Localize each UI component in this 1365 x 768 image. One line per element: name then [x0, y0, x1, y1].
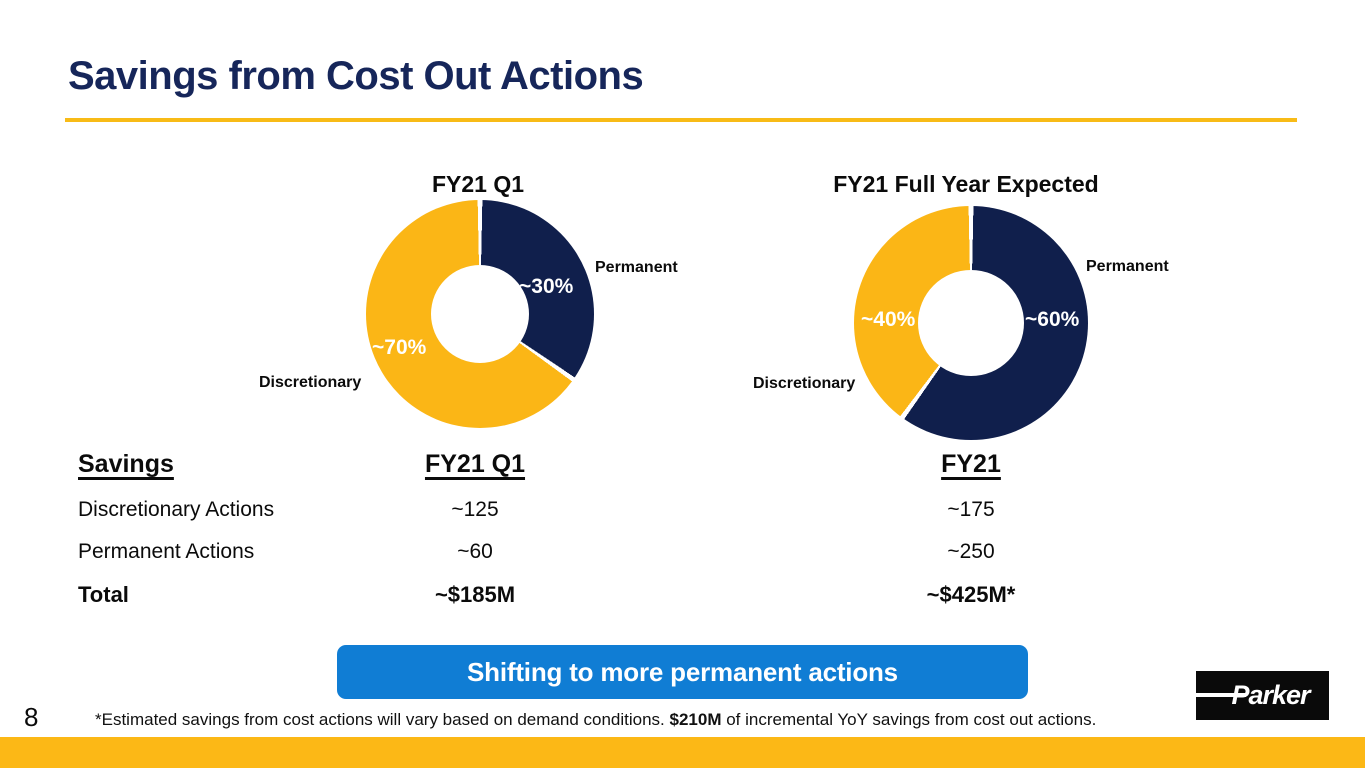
table-row-total-label: Total [78, 582, 129, 607]
footnote-prefix: *Estimated savings from cost actions wil… [95, 710, 670, 729]
slice-value-discretionary-q1: ~70% [372, 336, 427, 359]
donut-hole [431, 265, 529, 363]
banner-text: Shifting to more permanent actions [467, 656, 898, 687]
slice-label-permanent-q1: Permanent [595, 259, 678, 276]
donut-chart-fy21-full-year [854, 206, 1088, 440]
table-row-fy-value: ~175 [947, 498, 995, 521]
table-row-label: Permanent Actions [78, 540, 255, 563]
slice-value-permanent-fy: ~60% [1025, 308, 1080, 331]
chart-title-fy21-q1: FY21 Q1 [431, 171, 525, 197]
slide-title: Savings from Cost Out Actions [68, 54, 644, 98]
title-divider-rule [65, 118, 1297, 122]
slice-value-discretionary-fy: ~40% [861, 308, 916, 331]
slice-value-permanent-q1: ~30% [519, 275, 574, 298]
footnote: *Estimated savings from cost actions wil… [95, 710, 1096, 730]
parker-logo-line [1196, 693, 1246, 697]
table-header-fy21-q1: FY21 Q1 [424, 450, 526, 478]
table-header-fy21: FY21 [941, 450, 1001, 478]
table-row-fy-value: ~250 [947, 540, 995, 563]
table-header-savings: Savings [78, 450, 174, 478]
page-number: 8 [24, 702, 39, 732]
slice-label-permanent-fy: Permanent [1086, 258, 1169, 275]
donut-chart-fy21-q1 [366, 200, 594, 428]
parker-logo: Parker [1196, 671, 1329, 720]
chart-title-fy21-full-year: FY21 Full Year Expected [833, 171, 1099, 197]
slice-label-discretionary-fy: Discretionary [753, 375, 856, 392]
table-row-q1-value: ~125 [451, 498, 499, 521]
footnote-suffix: of incremental YoY savings from cost out… [721, 710, 1097, 729]
table-row-total-fy-value: ~$425M* [926, 582, 1016, 607]
table-row-q1-value: ~60 [457, 540, 493, 563]
table-row-label: Discretionary Actions [78, 498, 275, 521]
highlight-banner: Shifting to more permanent actions [337, 645, 1028, 699]
parker-logo-text: Parker [1231, 680, 1310, 710]
footnote-bold-amount: $210M [669, 710, 722, 729]
bottom-gold-bar [0, 737, 1365, 768]
donut-hole [918, 270, 1024, 376]
table-row-total-q1-value: ~$185M [434, 582, 516, 607]
slice-label-discretionary-q1: Discretionary [259, 374, 362, 391]
